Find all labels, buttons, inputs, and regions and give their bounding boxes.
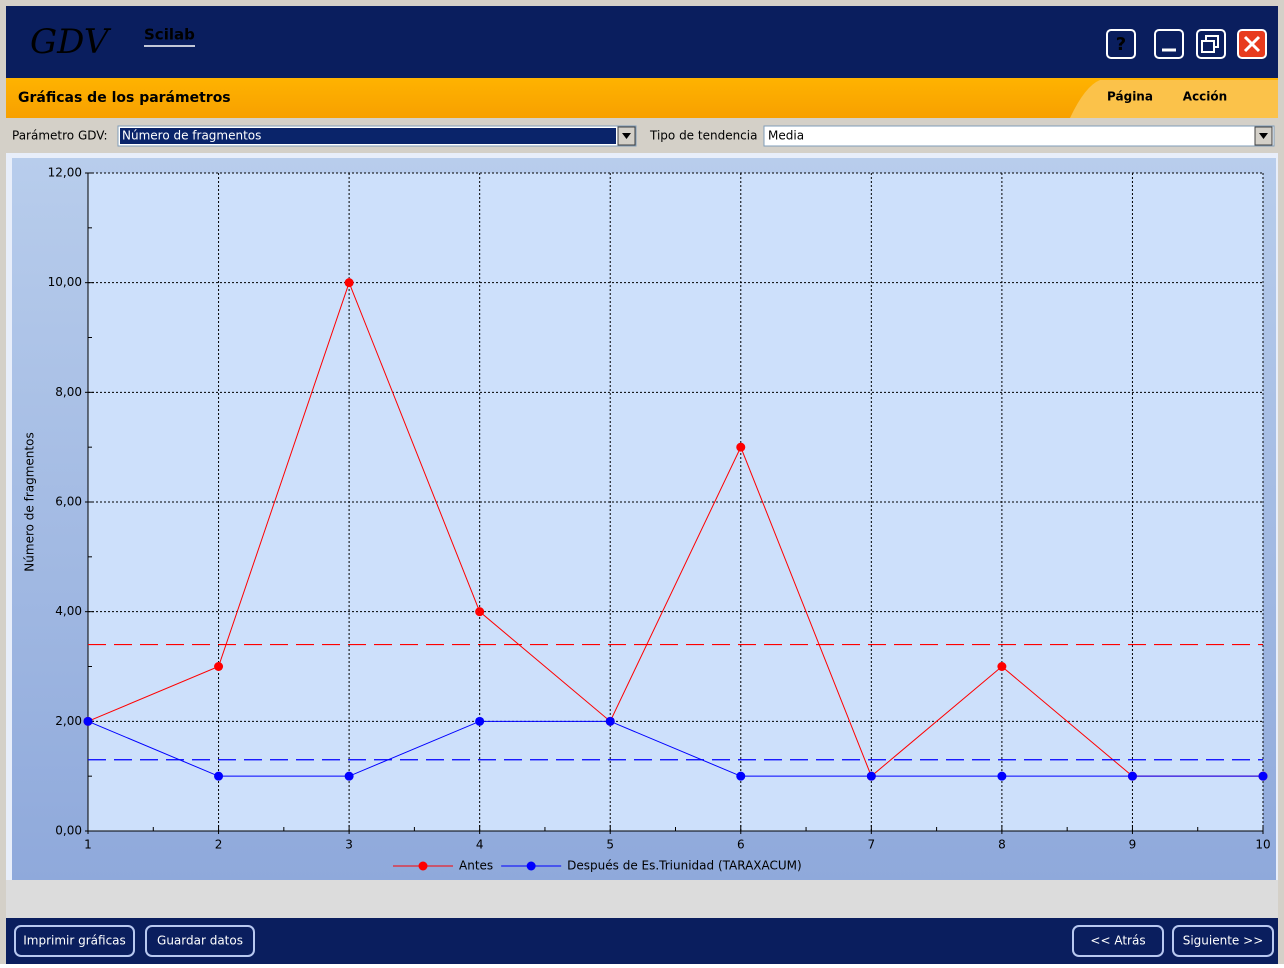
y-tick-label: 12,00 <box>48 166 82 180</box>
trend-select[interactable] <box>763 125 1275 147</box>
x-tick-label: 10 <box>1255 838 1270 852</box>
status-strip <box>6 880 1278 918</box>
data-point <box>736 771 746 781</box>
parameter-label: Parámetro GDV: <box>12 129 108 143</box>
dropdown-arrow <box>622 133 631 139</box>
data-point <box>1127 771 1137 781</box>
data-point <box>344 278 354 288</box>
dropdown-arrow <box>1259 133 1268 139</box>
data-point <box>997 771 1007 781</box>
y-axis-label: Número de fragmentos <box>23 432 37 571</box>
restore-icon <box>1201 40 1215 53</box>
close-icon <box>1243 35 1261 53</box>
data-point <box>83 716 93 726</box>
legend-label: Antes <box>459 859 493 873</box>
legend-label: Después de Es.Triunidad (TARAXACUM) <box>567 859 802 873</box>
y-tick-label: 10,00 <box>48 275 82 289</box>
parameter-value: Número de fragmentos <box>122 129 261 143</box>
y-tick-label: 4,00 <box>55 604 82 618</box>
x-tick-label: 5 <box>606 838 614 852</box>
menu-tab <box>1070 80 1278 118</box>
data-point <box>1258 771 1268 781</box>
data-point <box>866 771 876 781</box>
restore-button[interactable] <box>1196 29 1226 59</box>
button-label: Siguiente >> <box>1183 934 1264 948</box>
button-label: Guardar datos <box>157 934 243 948</box>
data-point <box>605 716 615 726</box>
window-buttons: ? <box>1106 29 1267 59</box>
x-tick-label: 6 <box>737 838 745 852</box>
x-tick-label: 4 <box>476 838 484 852</box>
save-button[interactable] <box>145 925 255 957</box>
header <box>6 6 1278 78</box>
menu-item[interactable]: Página <box>1107 90 1153 104</box>
next-button[interactable] <box>1172 925 1274 957</box>
y-tick-label: 6,00 <box>55 495 82 509</box>
menu-item[interactable]: Acción <box>1183 90 1227 104</box>
x-tick-label: 9 <box>1129 838 1137 852</box>
series-line <box>87 281 1263 777</box>
chart: 0,00 2,00 4,00 6,00 8,00 10,00 12,00 1 2 3 4 5 6 7 8 9 1… <box>23 166 1271 873</box>
select-highlight <box>120 128 616 144</box>
logo: GDV <box>30 22 112 62</box>
data-point <box>475 716 485 726</box>
data-point <box>214 771 224 781</box>
series-line <box>87 720 1263 777</box>
x-tick-label: 1 <box>84 838 92 852</box>
button-label: Imprimir gráficas <box>23 934 126 948</box>
y-tick-label: 2,00 <box>55 714 82 728</box>
trend-label: Tipo de tendencia <box>649 129 757 143</box>
x-tick-label: 3 <box>345 838 353 852</box>
x-tick-label: 8 <box>998 838 1006 852</box>
data-point <box>344 771 354 781</box>
back-button[interactable] <box>1072 925 1164 957</box>
data-point <box>475 607 485 617</box>
legend-marker <box>526 861 536 871</box>
help-button[interactable] <box>1106 29 1136 59</box>
data-point <box>214 662 224 671</box>
y-tick-label: 0,00 <box>55 824 82 838</box>
help-icon: ? <box>1116 34 1126 55</box>
minimize-button[interactable] <box>1154 29 1184 59</box>
brand: Scilab <box>144 26 195 44</box>
toolbar <box>6 78 1278 118</box>
print-button[interactable] <box>14 925 135 957</box>
x-tick-label: 7 <box>868 838 876 852</box>
trend-value: Media <box>768 129 804 143</box>
data-point <box>736 442 746 452</box>
toolbar-title: Gráficas de los parámetros <box>18 90 231 106</box>
button-label: << Atrás <box>1090 934 1145 948</box>
y-tick-label: 8,00 <box>55 385 82 399</box>
x-tick-label: 2 <box>215 838 223 852</box>
legend-marker <box>418 861 428 871</box>
data-point <box>997 662 1007 671</box>
